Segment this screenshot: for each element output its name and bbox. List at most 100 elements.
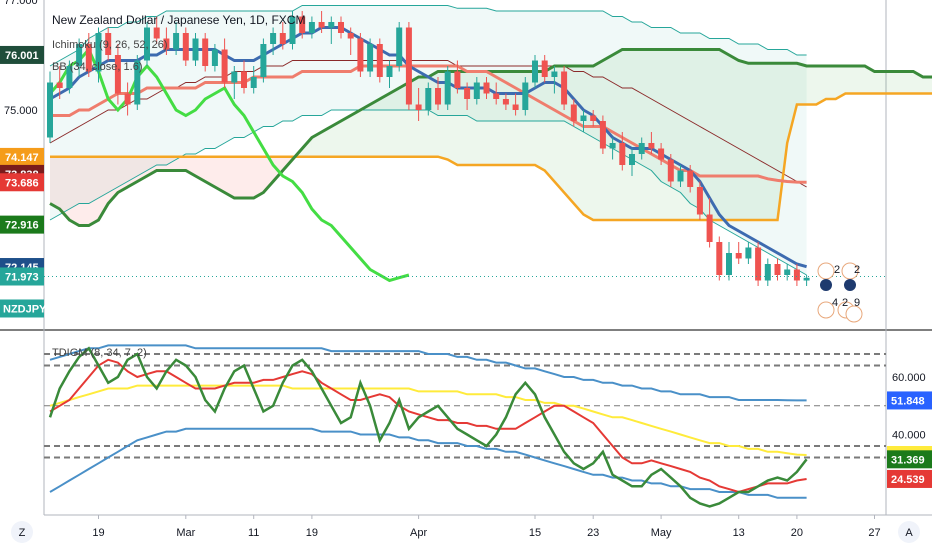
indicator-ichimoku-label[interactable]: Ichimoku (9, 26, 52, 26) (52, 39, 168, 51)
candle-body[interactable] (211, 49, 218, 67)
candle-body[interactable] (464, 88, 471, 99)
candle-body[interactable] (66, 66, 73, 88)
candle-body[interactable] (367, 44, 374, 72)
candle-body[interactable] (512, 104, 519, 111)
price-tag[interactable]: 73.686 (0, 173, 44, 192)
candle-body[interactable] (338, 22, 344, 33)
osc-value-tag[interactable]: 51.848 (887, 391, 932, 410)
candle-body[interactable] (386, 66, 393, 77)
candle-body[interactable] (532, 60, 538, 83)
main-pane[interactable] (44, 5, 932, 287)
candle-body[interactable] (425, 88, 432, 110)
candle-body[interactable] (706, 214, 713, 243)
candle-body[interactable] (735, 253, 742, 259)
price-tag[interactable]: 72.916 (0, 215, 44, 234)
event-badges[interactable]: 2 2 4 2 9 (817, 262, 863, 323)
candle-body[interactable] (629, 154, 635, 165)
candle-body[interactable] (289, 16, 296, 45)
candle-body[interactable] (182, 33, 189, 61)
event-badge-circle[interactable] (817, 301, 835, 319)
candle-body[interactable] (318, 22, 325, 28)
osc-value-tag[interactable]: 24.539 (887, 469, 932, 488)
candle-body[interactable] (85, 44, 92, 72)
candle-body[interactable] (599, 121, 606, 149)
candle-body[interactable] (444, 71, 451, 105)
candle-body[interactable] (483, 82, 490, 94)
oscillator-title[interactable]: TDIGM (8, 34, 7, 2) (52, 347, 147, 359)
candle-body[interactable] (124, 93, 131, 105)
candle-body[interactable] (648, 143, 655, 149)
candle-body[interactable] (76, 44, 83, 66)
candle-body[interactable] (56, 82, 63, 89)
candle-body[interactable] (260, 44, 267, 77)
candle-body[interactable] (173, 33, 180, 50)
candle-body[interactable] (473, 82, 480, 100)
indicator-bb-label[interactable]: BB (34, close, 1.6) (52, 61, 143, 73)
candle-body[interactable] (241, 71, 247, 89)
candle-body[interactable] (726, 253, 732, 275)
candle-body[interactable] (357, 38, 364, 72)
candle-body[interactable] (153, 27, 160, 39)
candle-body[interactable] (144, 27, 150, 61)
candle-body[interactable] (755, 247, 762, 281)
oscillator-pane[interactable] (44, 344, 886, 508)
candle-body[interactable] (405, 27, 412, 105)
candle-body[interactable] (764, 264, 771, 281)
candle-body[interactable] (638, 143, 645, 154)
candle-body[interactable] (192, 38, 199, 61)
auto-scale-button[interactable] (898, 521, 920, 543)
candle-body[interactable] (522, 82, 529, 111)
candle-body[interactable] (677, 170, 684, 182)
candle-body[interactable] (279, 33, 286, 44)
candle-body[interactable] (231, 71, 238, 83)
candle-body[interactable] (502, 99, 509, 105)
candle-body[interactable] (541, 60, 548, 78)
candle-body[interactable] (47, 82, 53, 138)
candle-body[interactable] (396, 27, 403, 67)
candle-body[interactable] (774, 264, 781, 275)
candle-body[interactable] (793, 269, 800, 281)
candle-body[interactable] (609, 143, 616, 149)
candle-body[interactable] (716, 242, 723, 275)
candle-body[interactable] (580, 115, 587, 122)
candle-body[interactable] (105, 33, 112, 55)
candle-body[interactable] (299, 16, 306, 34)
event-badge-circle[interactable] (845, 305, 863, 323)
candle-body[interactable] (561, 71, 568, 105)
candle-body[interactable] (163, 38, 170, 50)
symbol-tag[interactable]: NZDJPY (0, 299, 47, 318)
candle-body[interactable] (493, 93, 500, 100)
candle-body[interactable] (308, 22, 315, 33)
candle-body[interactable] (658, 148, 665, 160)
price-tag[interactable]: 74.147 (0, 147, 44, 166)
candle-body[interactable] (328, 22, 335, 28)
candle-body[interactable] (745, 247, 752, 259)
candle-body[interactable] (696, 187, 703, 215)
candle-body[interactable] (803, 277, 810, 281)
candle-body[interactable] (619, 143, 626, 165)
candle-body[interactable] (250, 77, 257, 88)
candle-body[interactable] (95, 33, 102, 72)
candle-body[interactable] (221, 49, 228, 83)
event-badge-circle[interactable] (817, 262, 835, 280)
candle-body[interactable] (590, 115, 597, 122)
candle-body[interactable] (114, 55, 121, 94)
candle-body[interactable] (551, 71, 558, 78)
scale-left-button[interactable] (11, 521, 33, 543)
candle-body[interactable] (687, 170, 694, 188)
candle-body[interactable] (454, 71, 461, 89)
candle-body[interactable] (415, 104, 422, 111)
candle-body[interactable] (435, 88, 441, 105)
price-tag[interactable]: 76.001 (0, 45, 44, 64)
candle-body[interactable] (570, 104, 577, 122)
candle-body[interactable] (134, 60, 141, 105)
candle-body[interactable] (376, 44, 383, 77)
candle-body[interactable] (784, 269, 791, 276)
osc-value-tag[interactable]: 31.369 (887, 450, 932, 469)
candle-body[interactable] (667, 159, 674, 182)
price-tag[interactable]: 71.973 (0, 267, 44, 286)
candle-body[interactable] (202, 38, 209, 67)
candle-body[interactable] (347, 33, 354, 39)
candle-body[interactable] (270, 33, 277, 44)
